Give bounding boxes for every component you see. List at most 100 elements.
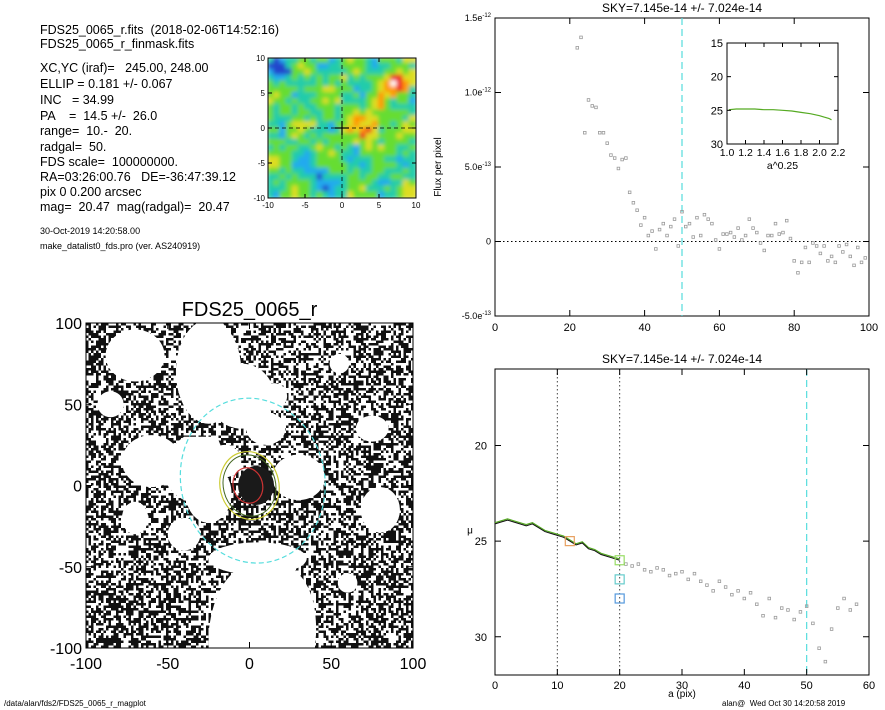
profile-sky-point xyxy=(761,614,765,618)
sky-point xyxy=(728,230,733,235)
inset-xlabel: a^0.25 xyxy=(767,160,798,172)
sky-point xyxy=(818,251,823,256)
sky-point xyxy=(583,131,587,135)
sky-point xyxy=(609,153,613,157)
sky-point xyxy=(635,208,639,212)
image-ytick: 100 xyxy=(55,316,82,333)
sky-ytick: 0 xyxy=(486,237,491,247)
footer-stamp: alan@ Wed Oct 30 14:20:58 2019 xyxy=(722,699,846,708)
sky-point xyxy=(822,244,826,248)
mask-filename: FDS25_0065_r_finmask.fits xyxy=(40,37,195,51)
sky-xtick: 0 xyxy=(492,322,498,334)
sky-point xyxy=(706,217,710,221)
profile-ytick: 25 xyxy=(475,536,487,548)
param-radec: RA=03:26:00.76 DE=-36:47:39.12 xyxy=(40,170,236,184)
sky-point xyxy=(826,259,830,263)
sky-point xyxy=(661,221,665,226)
sky-point xyxy=(829,254,834,259)
sky-point xyxy=(669,224,673,229)
sky-point xyxy=(695,215,699,220)
sky-point xyxy=(841,250,845,254)
profile-sky-point xyxy=(717,579,722,583)
sky-title: SKY=7.145e-14 +/- 7.024e-14 xyxy=(602,1,762,15)
sky-point xyxy=(844,242,849,247)
profile-sky-point xyxy=(773,615,778,620)
image-xtick: -100 xyxy=(70,656,102,673)
sky-point xyxy=(740,238,744,242)
sky-point xyxy=(612,156,617,160)
sky-point xyxy=(766,233,770,238)
sky-point xyxy=(799,260,804,265)
sky-point xyxy=(807,260,811,265)
profile-xtick: 50 xyxy=(801,680,813,692)
contour-xtick: 10 xyxy=(412,201,421,210)
range-ellipse-mid xyxy=(222,454,277,517)
profile-frame xyxy=(494,368,870,676)
contour-xtick: -10 xyxy=(262,201,274,210)
sky-point xyxy=(721,232,725,236)
inset-chart: 1.0 1.2 1.4 1.6 1.8 2.0 2.2 15 20 25 30 a^0.25 xyxy=(711,38,846,172)
profile-xtick: 40 xyxy=(738,680,750,692)
inset-ytick: 20 xyxy=(711,72,723,84)
sky-point xyxy=(796,271,800,275)
inset-xtick: 1.4 xyxy=(757,147,772,159)
sky-ylabel: Flux per pixel xyxy=(433,137,444,196)
image-ytick: -50 xyxy=(59,560,82,577)
profile-sky-point xyxy=(723,585,728,589)
sky-point xyxy=(616,166,621,171)
mask-region xyxy=(208,558,316,648)
sky-xtick: 20 xyxy=(564,322,576,334)
profile-sky-point xyxy=(755,602,759,606)
profile-sky-point xyxy=(780,606,784,610)
sky-point xyxy=(631,201,636,205)
param-mag: mag= 20.47 mag(radgal)= 20.47 xyxy=(40,200,230,214)
profile-marker xyxy=(564,536,575,547)
sky-point xyxy=(680,209,684,214)
sky-point xyxy=(770,233,774,238)
profile-sky-point xyxy=(680,570,684,574)
profile-sky-point xyxy=(686,577,690,582)
galaxy-core xyxy=(238,466,275,505)
profile-sky-point xyxy=(848,608,852,612)
sky-point xyxy=(803,245,808,250)
sky-point xyxy=(743,233,748,238)
inset-xtick: 2.2 xyxy=(831,147,846,159)
contour-xtick: 0 xyxy=(340,201,345,210)
sky-point xyxy=(725,232,729,236)
inset-ytick: 25 xyxy=(711,105,723,117)
sky-point xyxy=(710,221,714,226)
sky-point xyxy=(646,233,651,238)
mask-region xyxy=(246,412,286,445)
sky-point xyxy=(777,232,781,236)
sky-point xyxy=(781,230,785,235)
date-line: 30-Oct-2019 14:20:58.00 xyxy=(40,226,141,236)
profile-sky-point xyxy=(854,602,859,606)
sky-point xyxy=(627,190,632,195)
contour-ytick: 0 xyxy=(261,124,266,133)
profile-sky-point xyxy=(674,571,678,576)
param-range: range= 10.- 20. xyxy=(40,124,133,138)
sky-point xyxy=(758,241,763,245)
sky-point xyxy=(751,226,755,230)
mask-region xyxy=(97,391,124,418)
profile-xtick: 60 xyxy=(863,680,875,692)
inset-xtick: 1.0 xyxy=(720,147,735,159)
profile-sky-point xyxy=(767,596,771,601)
param-radgal: radgal= 50. xyxy=(40,140,107,154)
image-xtick: 50 xyxy=(322,656,340,673)
sky-point xyxy=(792,259,796,263)
mask-region xyxy=(272,454,325,501)
sky-point xyxy=(639,223,643,227)
program-line: make_datalist0_fds.pro (ver. AS240919) xyxy=(40,241,201,251)
sky-flux-chart: SKY=7.145e-14 +/- 7.024e-14 Flux per pixe… xyxy=(433,1,878,334)
inset-ytick: 15 xyxy=(711,38,723,50)
sky-point xyxy=(755,230,759,235)
profile-sky-point xyxy=(692,571,697,576)
profile-sky-point xyxy=(649,570,653,574)
param-pa: PA = 14.5 +/- 26.0 xyxy=(40,109,158,123)
mask-region xyxy=(355,415,389,442)
profile-ytick: 20 xyxy=(475,441,487,453)
range-ellipse-outer xyxy=(219,451,280,520)
sky-xtick: 60 xyxy=(713,322,725,334)
